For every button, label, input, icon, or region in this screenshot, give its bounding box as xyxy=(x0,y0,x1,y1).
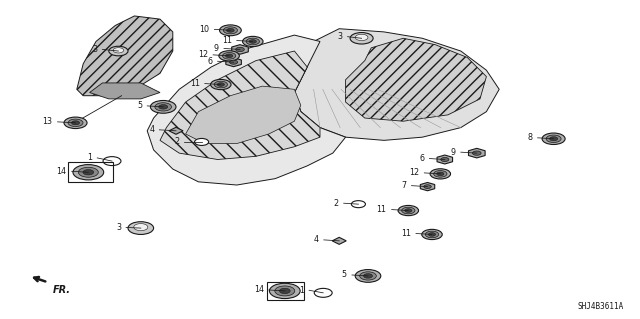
Circle shape xyxy=(83,170,93,175)
Circle shape xyxy=(128,222,154,234)
Polygon shape xyxy=(468,148,485,158)
Text: 11: 11 xyxy=(221,36,232,45)
Text: 14: 14 xyxy=(56,167,67,176)
Circle shape xyxy=(223,53,236,59)
Circle shape xyxy=(243,36,263,47)
Text: 13: 13 xyxy=(42,117,52,126)
Text: 6: 6 xyxy=(207,57,212,66)
Text: 5: 5 xyxy=(137,101,142,110)
Circle shape xyxy=(211,79,231,90)
Circle shape xyxy=(426,231,438,238)
Circle shape xyxy=(546,135,561,143)
Polygon shape xyxy=(147,35,346,185)
Circle shape xyxy=(355,34,368,41)
Circle shape xyxy=(472,151,481,155)
Polygon shape xyxy=(294,29,499,140)
Circle shape xyxy=(227,28,234,32)
Polygon shape xyxy=(346,38,486,121)
Circle shape xyxy=(236,47,244,52)
Polygon shape xyxy=(332,237,346,244)
Text: 12: 12 xyxy=(198,50,208,59)
Text: 4: 4 xyxy=(314,235,319,244)
Polygon shape xyxy=(169,127,183,134)
Polygon shape xyxy=(77,16,173,96)
Text: 14: 14 xyxy=(253,286,264,294)
Circle shape xyxy=(364,274,372,278)
Circle shape xyxy=(542,133,565,145)
Text: 8: 8 xyxy=(527,133,532,142)
Circle shape xyxy=(220,25,241,36)
Circle shape xyxy=(249,40,257,43)
Circle shape xyxy=(73,165,104,180)
Text: 6: 6 xyxy=(419,154,424,163)
Circle shape xyxy=(269,283,300,299)
Circle shape xyxy=(214,81,227,88)
Text: 2: 2 xyxy=(174,137,179,146)
Polygon shape xyxy=(160,51,320,160)
Circle shape xyxy=(72,121,79,125)
Polygon shape xyxy=(90,83,160,99)
Circle shape xyxy=(350,33,373,44)
Circle shape xyxy=(78,167,99,177)
Text: 1: 1 xyxy=(299,286,304,295)
Text: 3: 3 xyxy=(337,32,342,41)
Circle shape xyxy=(150,100,176,113)
Circle shape xyxy=(64,117,87,129)
Circle shape xyxy=(113,48,124,53)
Polygon shape xyxy=(420,182,435,191)
Circle shape xyxy=(430,169,451,179)
Circle shape xyxy=(351,201,365,208)
Circle shape xyxy=(550,137,557,141)
Text: 11: 11 xyxy=(376,205,387,214)
Text: FR.: FR. xyxy=(52,285,70,294)
Circle shape xyxy=(134,224,148,231)
Text: 11: 11 xyxy=(401,229,411,238)
Text: 3: 3 xyxy=(116,223,121,232)
Text: 7: 7 xyxy=(401,181,406,190)
Circle shape xyxy=(434,171,447,177)
Polygon shape xyxy=(226,58,241,67)
Circle shape xyxy=(355,270,381,282)
Circle shape xyxy=(441,158,449,161)
Circle shape xyxy=(219,51,239,61)
Text: 2: 2 xyxy=(333,199,339,208)
Text: 1: 1 xyxy=(87,153,92,162)
Circle shape xyxy=(68,119,83,127)
Circle shape xyxy=(109,46,128,56)
Text: 3: 3 xyxy=(92,45,97,54)
Circle shape xyxy=(398,205,419,216)
Circle shape xyxy=(428,233,436,236)
Circle shape xyxy=(360,272,376,280)
Text: 9: 9 xyxy=(214,44,219,53)
Text: 10: 10 xyxy=(199,25,209,34)
Circle shape xyxy=(275,286,295,296)
Polygon shape xyxy=(186,86,301,144)
Circle shape xyxy=(230,60,237,64)
Circle shape xyxy=(402,207,415,214)
Circle shape xyxy=(314,288,332,297)
Circle shape xyxy=(217,83,225,86)
Circle shape xyxy=(246,38,259,45)
Polygon shape xyxy=(232,45,248,54)
Circle shape xyxy=(225,54,233,58)
Text: 5: 5 xyxy=(342,271,347,279)
Text: 11: 11 xyxy=(189,79,200,88)
Circle shape xyxy=(404,209,412,212)
Circle shape xyxy=(280,288,290,293)
Text: SHJ4B3611A: SHJ4B3611A xyxy=(578,302,624,311)
Text: 9: 9 xyxy=(451,148,456,157)
Circle shape xyxy=(436,172,444,176)
Polygon shape xyxy=(437,155,452,164)
Text: 4: 4 xyxy=(149,125,154,134)
Circle shape xyxy=(159,105,168,109)
Circle shape xyxy=(195,138,209,145)
Circle shape xyxy=(422,229,442,240)
Circle shape xyxy=(424,185,431,189)
Circle shape xyxy=(223,27,237,34)
Circle shape xyxy=(155,103,172,111)
Text: 12: 12 xyxy=(409,168,419,177)
Circle shape xyxy=(103,157,121,166)
